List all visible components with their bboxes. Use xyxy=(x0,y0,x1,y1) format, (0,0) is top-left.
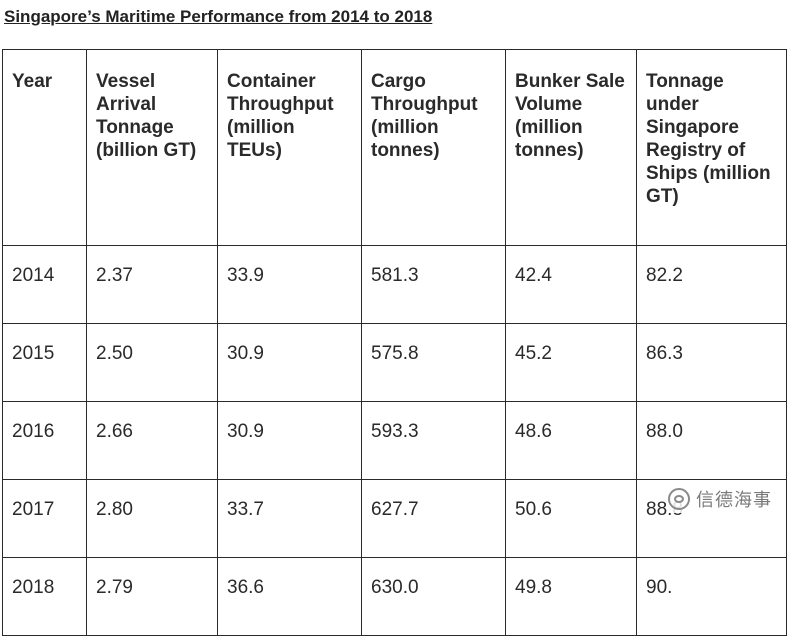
cell-registry-tonnage: 88.0 xyxy=(636,401,787,480)
cell-bunker-sale-volume: 50.6 xyxy=(505,479,637,558)
cell-vessel-arrival-tonnage: 2.66 xyxy=(86,401,218,480)
watermark-text: 信德海事 xyxy=(696,490,772,511)
document-title: Singapore’s Maritime Performance from 20… xyxy=(4,7,433,26)
cell-cargo-throughput: 627.7 xyxy=(361,479,506,558)
cell-registry-tonnage: 82.2 xyxy=(636,245,787,324)
cell-year: 2016 xyxy=(2,401,87,480)
maritime-performance-table: Year Vessel Arrival Tonnage (billion GT)… xyxy=(2,49,787,636)
cell-year: 2018 xyxy=(2,557,87,636)
cell-registry-tonnage: 86.3 xyxy=(636,323,787,402)
table-header-row: Year Vessel Arrival Tonnage (billion GT)… xyxy=(2,49,787,246)
cell-bunker-sale-volume: 49.8 xyxy=(505,557,637,636)
cell-container-throughput: 30.9 xyxy=(217,323,362,402)
table-row: 2014 2.37 33.9 581.3 42.4 82.2 xyxy=(2,245,787,324)
cell-year: 2015 xyxy=(2,323,87,402)
header-cargo-throughput: Cargo Throughput (million tonnes) xyxy=(361,49,506,246)
cell-cargo-throughput: 630.0 xyxy=(361,557,506,636)
cell-vessel-arrival-tonnage: 2.50 xyxy=(86,323,218,402)
cell-container-throughput: 36.6 xyxy=(217,557,362,636)
cell-registry-tonnage: 90. xyxy=(636,557,787,636)
cell-bunker-sale-volume: 42.4 xyxy=(505,245,637,324)
table-row: 2016 2.66 30.9 593.3 48.6 88.0 xyxy=(2,401,787,480)
cell-cargo-throughput: 575.8 xyxy=(361,323,506,402)
cell-cargo-throughput: 581.3 xyxy=(361,245,506,324)
header-bunker-sale-volume: Bunker Sale Volume (million tonnes) xyxy=(505,49,637,246)
cell-vessel-arrival-tonnage: 2.80 xyxy=(86,479,218,558)
top-watermark xyxy=(718,8,788,22)
wechat-icon xyxy=(668,488,690,510)
cell-container-throughput: 30.9 xyxy=(217,401,362,480)
header-vessel-arrival-tonnage: Vessel Arrival Tonnage (billion GT) xyxy=(86,49,218,246)
header-registry-tonnage: Tonnage under Singapore Registry of Ship… xyxy=(636,49,787,246)
cell-year: 2014 xyxy=(2,245,87,324)
header-container-throughput: Container Throughput (million TEUs) xyxy=(217,49,362,246)
wechat-watermark: 信德海事 xyxy=(668,485,778,513)
cell-container-throughput: 33.9 xyxy=(217,245,362,324)
table-row: 2015 2.50 30.9 575.8 45.2 86.3 xyxy=(2,323,787,402)
cell-bunker-sale-volume: 45.2 xyxy=(505,323,637,402)
cell-cargo-throughput: 593.3 xyxy=(361,401,506,480)
cell-container-throughput: 33.7 xyxy=(217,479,362,558)
cell-year: 2017 xyxy=(2,479,87,558)
cell-vessel-arrival-tonnage: 2.79 xyxy=(86,557,218,636)
header-year: Year xyxy=(2,49,87,246)
cell-bunker-sale-volume: 48.6 xyxy=(505,401,637,480)
cell-vessel-arrival-tonnage: 2.37 xyxy=(86,245,218,324)
table-row: 2018 2.79 36.6 630.0 49.8 90. xyxy=(2,557,787,636)
